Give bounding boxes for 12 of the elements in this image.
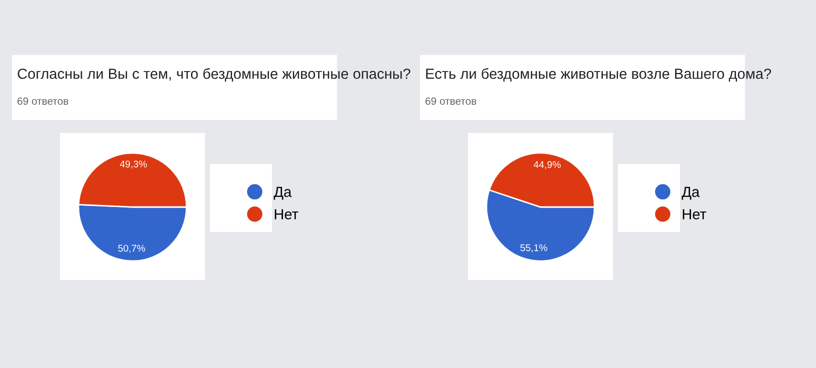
legend-label: Да [274,186,292,200]
data-label: 44,9% [534,161,561,170]
chart-title: Есть ли бездомные животные возле Вашего дома? [426,68,772,82]
data-label: 55,1% [520,244,548,252]
legend-label: Нет [274,209,298,220]
data-label: 49,3% [120,160,147,169]
chart-subtitle: 69 ответов [18,97,68,105]
chart-title: Согласны ли Вы с тем, что бездомные животные опасны? [18,68,410,82]
chart-subtitle: 69 ответов [426,97,476,105]
data-label: 50,7% [118,244,146,253]
legend-label: Нет [682,209,706,220]
legend-label: Да [682,186,700,200]
